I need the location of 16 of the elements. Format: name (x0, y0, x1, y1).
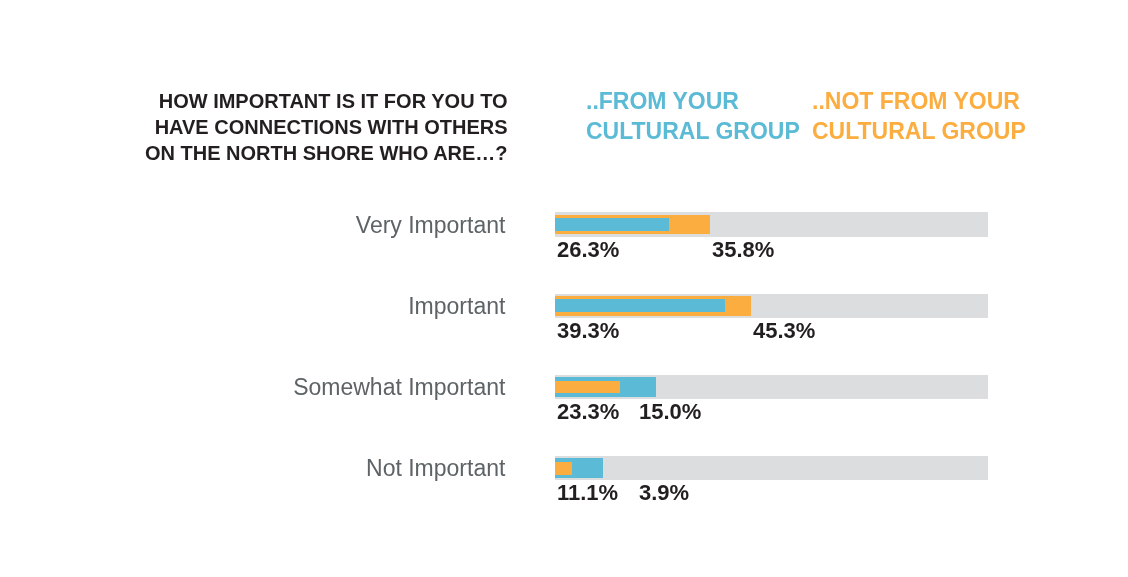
data-label: 11.1% (557, 480, 619, 505)
data-label: 23.3% (557, 399, 620, 424)
text: ..FROM YOUR CULTURAL GROUP (586, 88, 800, 144)
y-tick-label: Not Important (366, 455, 506, 482)
y-tick-label: Very Important (355, 211, 506, 238)
data-label: 45.3% (753, 318, 816, 343)
y-tick-label: Somewhat Important (293, 374, 506, 401)
text: ..NOT FROM YOUR CULTURAL GROUP (812, 88, 1026, 144)
data-label: 26.3% (557, 237, 620, 262)
y-tick-label: Important (408, 292, 507, 319)
data-label: 3.9% (639, 480, 690, 505)
text: HOW IMPORTANT IS IT FOR YOU TO HAVE CONNECTIONS WITH OTHERS ON THE NORTH SHORE WHO ARE…? (145, 90, 508, 164)
data-label: 35.8% (712, 237, 775, 262)
bar (555, 456, 988, 480)
data-label: 15.0% (639, 399, 702, 424)
data-label: 39.3% (557, 318, 620, 343)
